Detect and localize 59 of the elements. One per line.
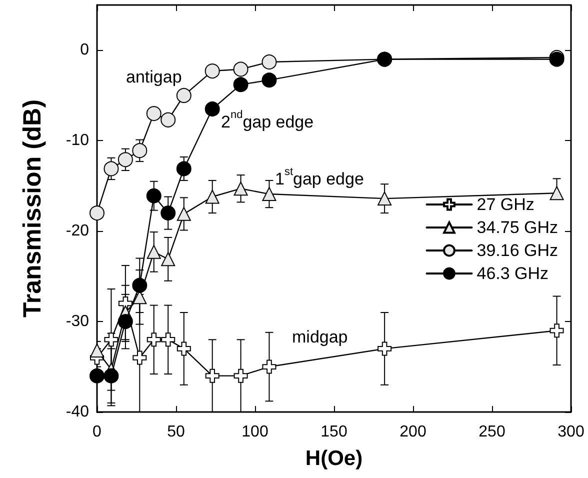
point <box>234 368 248 383</box>
point <box>205 190 220 204</box>
x-axis-title: H(Oe) <box>305 447 363 470</box>
point <box>160 206 176 221</box>
annotation: antigap <box>126 68 182 86</box>
point <box>176 206 191 221</box>
point <box>146 332 161 347</box>
point <box>146 106 162 122</box>
point <box>204 64 220 79</box>
point <box>90 344 104 358</box>
point <box>176 342 191 356</box>
point <box>132 278 148 293</box>
x-tick-label: 50 <box>167 424 185 440</box>
point <box>146 188 162 204</box>
x-tick-label: 150 <box>320 424 348 440</box>
point <box>176 88 192 103</box>
y-tick-label: 0 <box>80 42 90 59</box>
point <box>161 332 176 347</box>
point <box>204 102 220 117</box>
y-axis-title: Transmission (dB) <box>18 99 46 318</box>
legend-label: 39.16 GHz <box>476 241 558 260</box>
point <box>550 324 564 338</box>
annotation: midgap <box>292 328 348 346</box>
point <box>161 252 176 266</box>
point <box>233 62 248 77</box>
x-tick-label: 0 <box>92 424 102 440</box>
x-tick-label: 200 <box>400 424 426 440</box>
y-tick-label: -40 <box>66 404 90 420</box>
x-tick-label: 250 <box>478 424 506 440</box>
point <box>104 161 119 176</box>
legend-label: 34.75 GHz <box>476 218 558 237</box>
point <box>118 314 133 330</box>
legend-label: 27 GHz <box>476 195 534 214</box>
point <box>104 332 118 347</box>
point <box>550 186 564 200</box>
point <box>233 77 248 92</box>
point <box>378 342 392 356</box>
point <box>132 143 148 158</box>
legend-label: 46.3 GHz <box>476 264 549 283</box>
point <box>118 152 133 168</box>
point <box>262 54 277 70</box>
point <box>262 187 276 202</box>
x-tick-label: 100 <box>242 424 268 440</box>
point <box>262 72 277 88</box>
point <box>132 350 147 365</box>
point <box>146 244 161 259</box>
point <box>176 161 192 176</box>
point <box>205 368 220 383</box>
point <box>90 206 104 221</box>
point <box>262 360 276 374</box>
point <box>104 368 119 384</box>
point <box>160 112 176 128</box>
point <box>234 182 248 196</box>
point <box>378 192 392 206</box>
y-tick-label: -10 <box>66 132 90 150</box>
y-tick-label: -20 <box>66 222 90 240</box>
point <box>90 368 104 384</box>
y-tick-label: -30 <box>66 313 90 330</box>
x-tick-label: 300 <box>558 424 584 440</box>
